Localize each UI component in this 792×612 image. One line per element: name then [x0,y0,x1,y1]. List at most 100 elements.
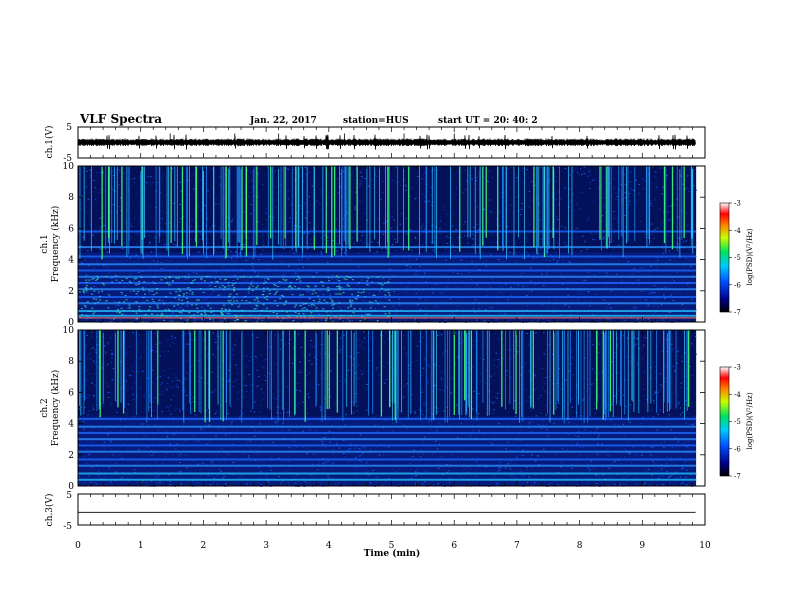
spectrogram-speckle [273,318,276,320]
spectrogram-noise-blob [88,310,91,312]
spectrogram-ytick-label: 4 [68,256,74,266]
spectrogram-speckle [429,186,432,188]
spectrogram-speckle [476,319,478,321]
spectrogram-speckle [624,192,627,194]
spectrogram-speckle [522,454,524,456]
spectrogram-noise-blob [133,278,136,280]
spectrogram-speckle [156,181,159,183]
spectrogram-speckle [273,273,276,275]
spectrogram-speckle [471,166,474,168]
spectrogram-speckle [197,251,200,253]
spectrogram-speckle [190,370,193,372]
spectrogram-speckle [671,309,673,311]
spectrogram-speckle [652,292,654,294]
spectrogram-speckle [478,430,481,432]
spectrogram-speckle [351,401,354,403]
spectrogram-speckle [170,260,172,262]
spectrogram-noise-blob [190,315,193,317]
spectrogram-speckle [168,456,171,458]
spectrogram-speckle [357,423,360,425]
spectrogram-speckle [691,298,693,300]
spectrogram-speckle [127,307,129,309]
spectrogram-speckle [611,331,614,333]
spectrogram-noise-blob [295,316,298,318]
spectrogram-speckle [361,234,363,236]
spectrogram-speckle [106,467,109,469]
spectrogram-speckle [197,319,200,321]
spectrogram-speckle [128,374,130,376]
spectrogram-speckle [273,294,275,296]
spectrogram-speckle [473,247,476,249]
spectrogram-speckle [517,312,520,314]
spectrogram-speckle [150,183,152,185]
spectrogram-speckle [572,193,574,195]
spectrogram-speckle [492,430,495,432]
spectrogram-noise-blob [234,320,237,322]
spectrogram-speckle [638,320,640,322]
spectrogram-speckle [544,391,546,393]
spectrogram-speckle [574,434,576,436]
spectrogram-speckle [206,382,209,384]
spectrogram-speckle [152,281,154,283]
spectrogram-speckle [320,251,322,253]
spectrogram-speckle [474,475,477,477]
figure-title: VLF Spectra [79,112,162,126]
spectrogram-speckle [400,185,402,187]
spectrogram-speckle [140,356,142,358]
spectrogram-speckle [685,446,688,448]
spectrogram-speckle [654,199,656,201]
spectrogram-speckle [543,383,546,385]
spectrogram-speckle [169,443,171,445]
spectrogram-speckle [341,286,344,288]
spectrogram-speckle [628,196,630,198]
spectrogram-speckle [646,253,649,255]
spectrogram-speckle [104,428,106,430]
spectrogram-noise-blob [384,282,387,284]
spectrogram-speckle [462,273,464,275]
spectrogram-speckle [534,185,536,187]
spectrogram-speckle [507,299,509,301]
spectrogram-speckle [446,213,448,215]
spectrogram-speckle [87,198,90,200]
spectrogram-noise-blob [101,282,104,285]
spectrogram-speckle [279,190,282,192]
spectrogram-speckle [221,287,224,289]
spectrogram-speckle [568,188,570,190]
spectrogram-speckle [263,280,266,282]
spectrogram-speckle [672,300,674,302]
spectrogram-speckle [344,379,346,381]
spectrogram-speckle [431,271,434,273]
spectrogram-speckle [288,447,291,449]
spectrogram-speckle [176,281,179,283]
spectrogram-speckle [492,402,494,404]
spectrogram-speckle [640,454,643,456]
spectrogram-speckle [229,286,231,288]
spectrogram-speckle [420,210,422,212]
spectrogram-speckle [132,206,135,208]
spectrogram-speckle [277,385,280,387]
spectrogram-speckle [166,383,169,385]
spectrogram-speckle [593,457,596,459]
spectrogram-speckle [457,484,460,486]
spectrogram-speckle [542,402,544,404]
spectrogram-speckle [420,374,422,376]
spectrogram-speckle [388,477,390,479]
spectrogram-speckle [308,480,310,482]
spectrogram-speckle [311,337,313,339]
spectrogram-speckle [514,449,516,451]
spectrogram-speckle [230,366,232,368]
spectrogram-speckle [685,400,687,402]
spectrogram-speckle [109,203,112,205]
spectrogram-speckle [356,419,359,421]
spectrogram-speckle [239,416,241,418]
spectrogram-speckle [424,308,427,310]
spectrogram-speckle [695,353,698,355]
spectrogram-noise-blob [151,298,154,300]
spectrogram-speckle [647,304,650,306]
spectrogram-speckle [126,390,129,392]
spectrogram-speckle [348,461,350,463]
spectrogram-speckle [289,313,292,315]
spectrogram-speckle [683,443,685,445]
spectrogram-speckle [670,205,673,207]
spectrogram-speckle [681,412,684,414]
